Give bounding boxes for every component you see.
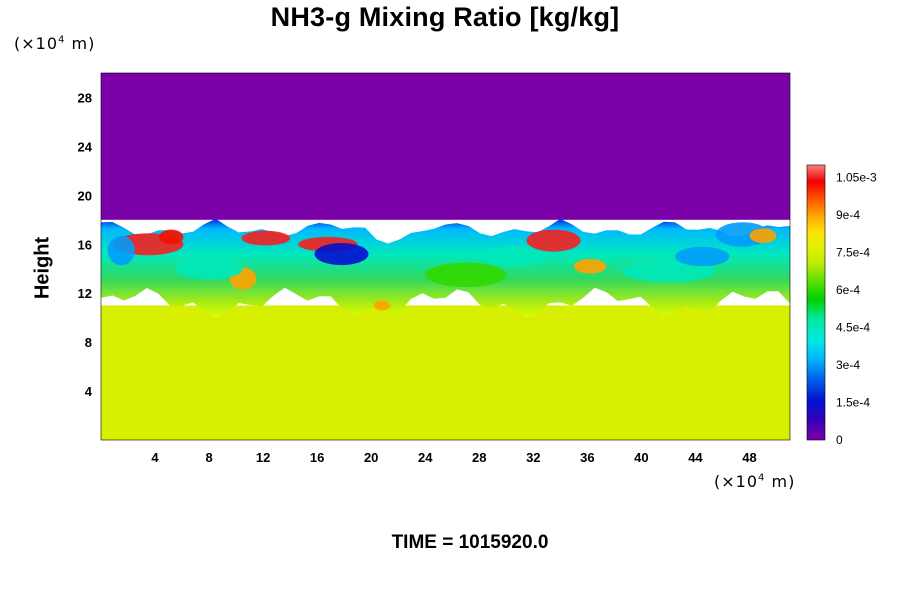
y-tick-label: 20 bbox=[78, 188, 92, 203]
lower-layer-region bbox=[101, 305, 790, 440]
upper-layer-region bbox=[101, 73, 790, 220]
concentration-patch bbox=[314, 243, 369, 266]
x-tick-label: 20 bbox=[364, 450, 378, 465]
y-tick-label: 24 bbox=[78, 139, 93, 154]
colorbar-tick-label: 1.5e-4 bbox=[836, 396, 870, 410]
x-tick-label: 8 bbox=[205, 450, 212, 465]
chart-title: NH3-g Mixing Ratio [kg/kg] bbox=[270, 2, 620, 32]
y-axis-unit: (×104 m) bbox=[14, 34, 96, 53]
concentration-patch bbox=[425, 262, 507, 288]
y-tick-label: 8 bbox=[85, 335, 92, 350]
x-tick-label: 12 bbox=[256, 450, 270, 465]
x-tick-label: 24 bbox=[418, 450, 433, 465]
colorbar-tick-label: 9e-4 bbox=[836, 208, 860, 222]
x-tick-label: 4 bbox=[151, 450, 159, 465]
y-tick-label: 16 bbox=[78, 237, 92, 252]
x-tick-label: 40 bbox=[634, 450, 648, 465]
x-tick-label: 48 bbox=[742, 450, 756, 465]
concentration-patch bbox=[373, 300, 391, 311]
colorbar-tick-label: 0 bbox=[836, 433, 843, 447]
concentration-patch bbox=[526, 229, 581, 252]
concentration-patch bbox=[479, 246, 547, 267]
concentration-patch bbox=[175, 257, 243, 280]
y-tick-label: 28 bbox=[78, 90, 92, 105]
x-axis-unit: (×104 m) bbox=[714, 472, 796, 491]
y-tick-label: 4 bbox=[85, 384, 93, 399]
colorbar-tick-label: 7.5e-4 bbox=[836, 246, 870, 260]
x-tick-label: 36 bbox=[580, 450, 594, 465]
colorbar-tick-label: 3e-4 bbox=[836, 358, 860, 372]
plot-frame bbox=[100, 72, 791, 441]
x-tick-label: 16 bbox=[310, 450, 324, 465]
concentration-patch bbox=[749, 228, 777, 244]
concentration-patch bbox=[621, 260, 716, 283]
time-label: TIME = 1015920.0 bbox=[391, 532, 549, 553]
y-tick-label: 12 bbox=[78, 286, 92, 301]
colorbar-tick-label: 4.5e-4 bbox=[836, 321, 870, 335]
concentration-patch bbox=[241, 230, 291, 246]
x-tick-label: 44 bbox=[688, 450, 703, 465]
concentration-patch bbox=[573, 258, 607, 274]
colorbar-tick-label: 1.05e-3 bbox=[836, 171, 877, 185]
colorbar bbox=[806, 164, 826, 441]
x-tick-label: 32 bbox=[526, 450, 540, 465]
concentration-patch bbox=[159, 229, 184, 245]
concentration-patch bbox=[107, 235, 135, 266]
x-tick-label: 28 bbox=[472, 450, 486, 465]
colorbar-tick-label: 6e-4 bbox=[836, 283, 860, 297]
concentration-patch bbox=[675, 246, 730, 267]
